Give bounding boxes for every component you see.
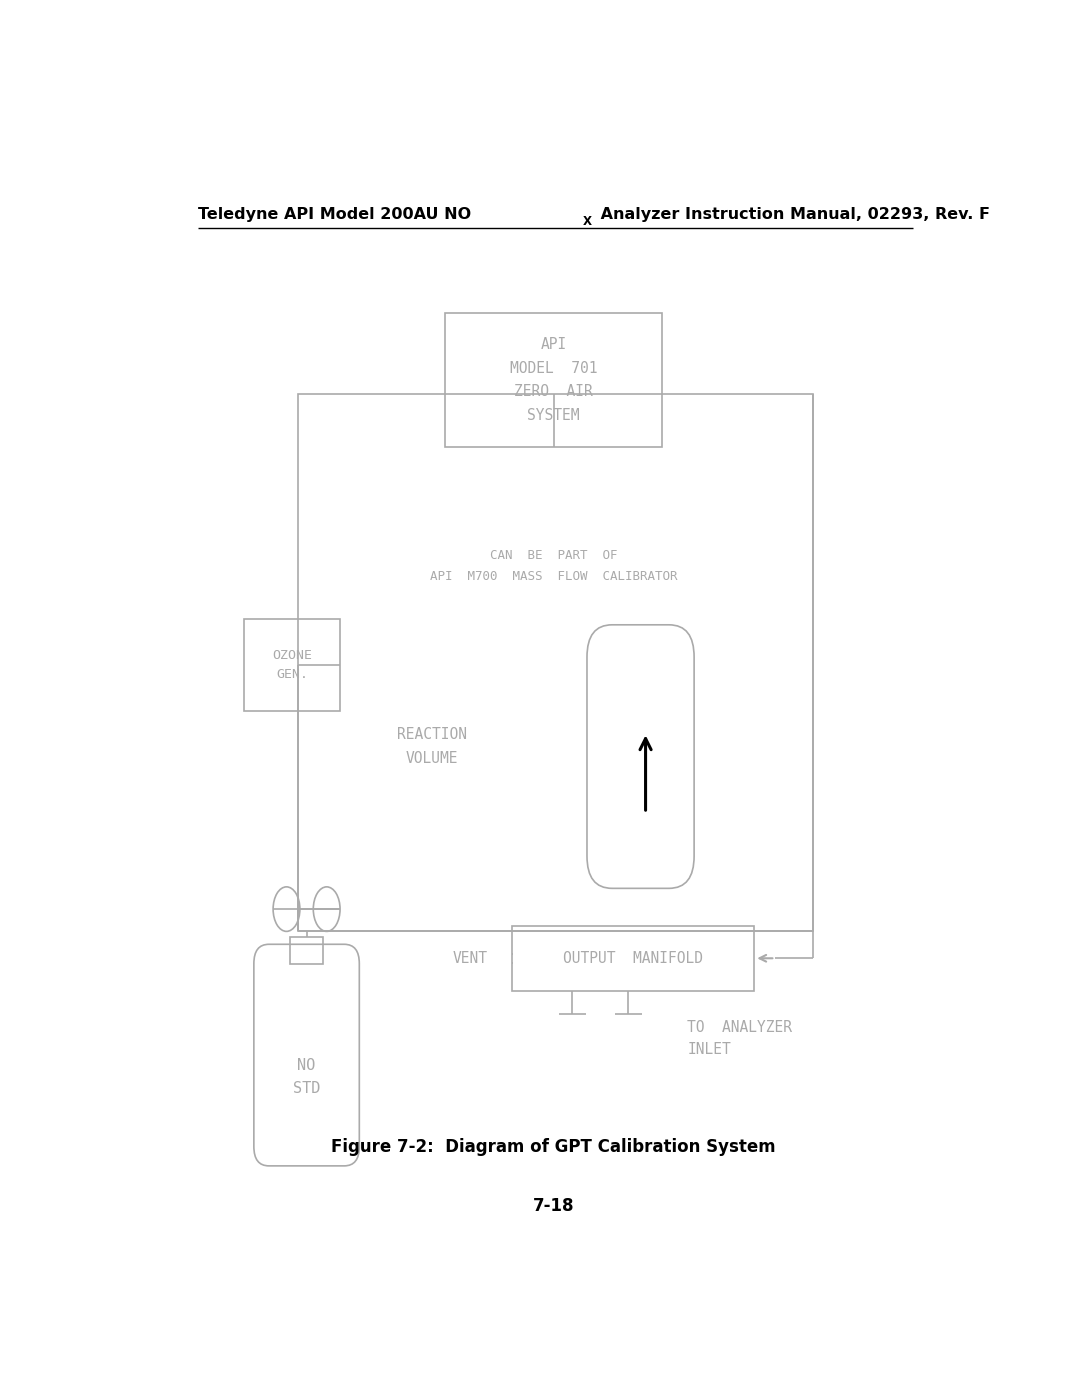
Text: CAN  BE  PART  OF
API  M700  MASS  FLOW  CALIBRATOR: CAN BE PART OF API M700 MASS FLOW CALIBR… bbox=[430, 549, 677, 583]
Text: Figure 7-2:  Diagram of GPT Calibration System: Figure 7-2: Diagram of GPT Calibration S… bbox=[332, 1139, 775, 1155]
Text: API
MODEL  701
ZERO  AIR
SYSTEM: API MODEL 701 ZERO AIR SYSTEM bbox=[510, 338, 597, 423]
Bar bbox=[445, 313, 662, 447]
Text: VENT: VENT bbox=[453, 951, 487, 965]
Text: Analyzer Instruction Manual, 02293, Rev. F: Analyzer Instruction Manual, 02293, Rev.… bbox=[595, 207, 990, 222]
Text: OUTPUT  MANIFOLD: OUTPUT MANIFOLD bbox=[563, 951, 703, 965]
Text: Teledyne API Model 200AU NO: Teledyne API Model 200AU NO bbox=[198, 207, 471, 222]
Text: TO  ANALYZER
INLET: TO ANALYZER INLET bbox=[688, 1020, 793, 1056]
Text: OZONE
GEN.: OZONE GEN. bbox=[272, 650, 312, 682]
Text: NO
STD: NO STD bbox=[293, 1059, 321, 1095]
Bar bbox=[512, 926, 754, 990]
Bar bbox=[244, 619, 340, 711]
Text: 7-18: 7-18 bbox=[532, 1197, 575, 1215]
Bar bbox=[289, 937, 323, 964]
Text: REACTION
VOLUME: REACTION VOLUME bbox=[397, 728, 468, 766]
Text: X: X bbox=[583, 215, 592, 228]
Bar bbox=[298, 394, 813, 932]
